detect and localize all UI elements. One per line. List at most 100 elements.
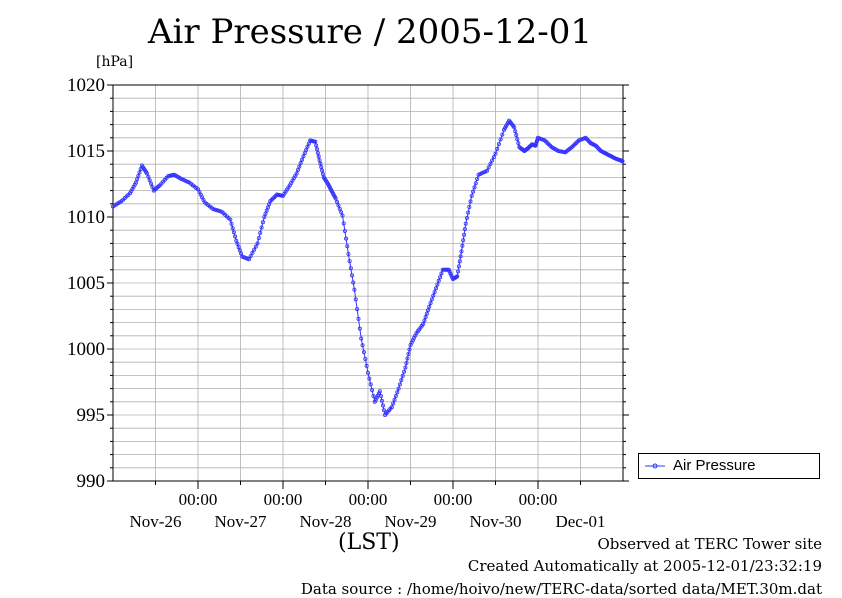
data-point [404, 360, 409, 365]
data-point [337, 206, 342, 211]
legend-swatch [645, 463, 665, 469]
data-point [473, 181, 478, 186]
data-point [228, 217, 233, 222]
data-point [315, 150, 320, 155]
data-point [405, 356, 410, 361]
data-point [363, 357, 368, 362]
y-tick-label: 1020 [67, 75, 105, 96]
data-point [359, 336, 364, 341]
data-point [427, 304, 432, 309]
data-point [435, 282, 440, 287]
data-point [379, 398, 384, 403]
data-point [373, 397, 378, 402]
data-point [150, 185, 155, 190]
data-point [317, 158, 322, 163]
data-point [231, 230, 236, 235]
data-point [486, 165, 491, 170]
y-tick-label: 995 [77, 405, 106, 426]
data-point [498, 137, 503, 142]
x-tick-date-label: Nov-30 [470, 512, 522, 531]
data-point [374, 395, 379, 400]
data-point [491, 155, 496, 160]
data-point [620, 159, 625, 164]
data-point [438, 275, 443, 280]
data-point [594, 144, 599, 149]
data-point [360, 343, 365, 348]
data-point [380, 403, 385, 408]
data-point [475, 176, 480, 181]
data-point [433, 286, 438, 291]
data-point [339, 210, 344, 215]
data-point [495, 146, 500, 151]
chart-title: Air Pressure / 2005-12-01 [147, 12, 592, 52]
data-point [436, 278, 441, 283]
data-point [515, 137, 520, 142]
y-axis-unit-label: [hPa] [96, 54, 134, 70]
data-point [469, 193, 474, 198]
legend-label-air-pressure: Air Pressure [673, 457, 756, 474]
data-point [137, 170, 142, 175]
data-point [397, 382, 402, 387]
data-point [316, 154, 321, 159]
data-point [335, 199, 340, 204]
data-point [256, 236, 261, 241]
data-point [344, 236, 349, 241]
data-point [461, 238, 466, 243]
data-point [259, 225, 264, 230]
data-point [147, 178, 152, 183]
data-point [500, 132, 505, 137]
data-point [406, 352, 411, 357]
series-layer [111, 118, 625, 417]
data-point [313, 139, 318, 144]
y-tick-label: 1015 [67, 141, 105, 162]
data-point [493, 151, 498, 156]
data-point [250, 250, 255, 255]
data-point [399, 378, 404, 383]
x-tick-date-label: Nov-26 [130, 512, 182, 531]
data-point [218, 209, 223, 214]
data-point [595, 145, 600, 150]
data-point [133, 180, 138, 185]
data-point [365, 370, 370, 375]
data-point [295, 168, 300, 173]
data-point [393, 393, 398, 398]
data-point [395, 390, 400, 395]
data-point [460, 243, 465, 248]
data-point [424, 311, 429, 316]
data-point [423, 315, 428, 320]
data-point [341, 221, 346, 226]
footer-observed-at: Observed at TERC Tower site [597, 535, 822, 553]
data-point [583, 135, 588, 140]
data-point [342, 228, 347, 233]
data-point [396, 386, 401, 391]
data-point [378, 393, 383, 398]
data-point [318, 161, 323, 166]
x-tick-date-label: Nov-29 [385, 512, 437, 531]
data-point [136, 173, 141, 178]
data-point [214, 208, 219, 213]
data-point [381, 408, 386, 413]
footer-created-at: Created Automatically at 2005-12-01/23:3… [467, 557, 822, 575]
data-point [429, 297, 434, 302]
data-point [490, 158, 495, 163]
data-point [496, 142, 501, 147]
axis-layer: 990 995 1000 1005 1010 1015 1020 00:00 00:00 00:0… [67, 75, 629, 531]
data-point [246, 257, 251, 262]
data-point [314, 143, 319, 148]
data-point [467, 204, 472, 209]
data-point [462, 232, 467, 237]
data-point [472, 185, 477, 190]
data-point [431, 293, 436, 298]
data-point [468, 199, 473, 204]
data-point [212, 207, 217, 212]
data-point [357, 326, 362, 331]
data-point [400, 373, 405, 378]
data-point [403, 365, 408, 370]
x-tick-time-label: 00:00 [434, 490, 473, 509]
data-point [211, 207, 216, 212]
data-point [319, 165, 324, 170]
data-point [320, 168, 325, 173]
data-point [230, 226, 235, 231]
data-point [376, 391, 381, 396]
data-point [350, 273, 355, 278]
